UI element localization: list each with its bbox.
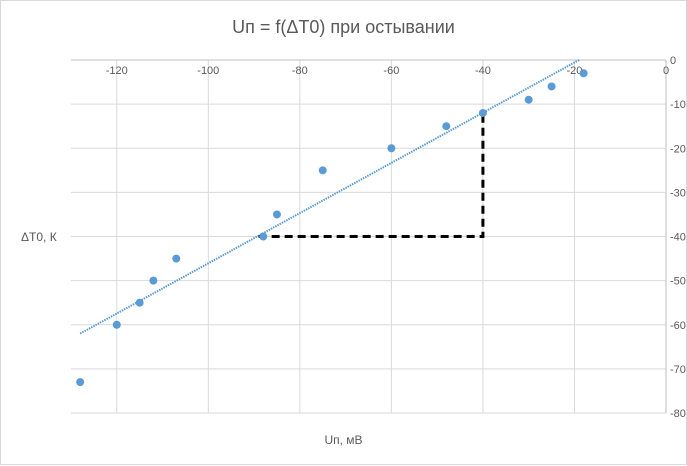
data-point bbox=[272, 210, 281, 219]
y-tick-label: -40 bbox=[670, 232, 686, 244]
x-tick-label: -100 bbox=[197, 65, 219, 77]
y-tick-label: -60 bbox=[670, 320, 686, 332]
data-point bbox=[149, 276, 158, 285]
data-point bbox=[387, 144, 396, 153]
x-tick-label: 0 bbox=[663, 65, 669, 77]
data-point bbox=[135, 298, 144, 307]
data-point bbox=[524, 95, 533, 104]
x-tick-label: -120 bbox=[106, 65, 128, 77]
data-point bbox=[259, 232, 268, 241]
x-axis-label: Uп, мВ bbox=[324, 433, 363, 447]
y-tick-label: -30 bbox=[670, 187, 686, 199]
x-tick-label: -80 bbox=[292, 65, 308, 77]
y-axis-label: ΔT0, К bbox=[21, 230, 57, 244]
y-tick-label: -70 bbox=[670, 364, 686, 376]
data-point bbox=[478, 108, 487, 117]
x-tick-label: -60 bbox=[383, 65, 399, 77]
data-point bbox=[172, 254, 181, 263]
trendline bbox=[79, 59, 580, 335]
data-point bbox=[442, 122, 451, 131]
y-tick-label: -10 bbox=[670, 99, 686, 111]
y-tick-label: 0 bbox=[670, 55, 676, 67]
guide-line bbox=[258, 112, 485, 238]
data-point bbox=[318, 166, 327, 175]
y-tick-label: -80 bbox=[670, 408, 686, 420]
y-tick-label: -50 bbox=[670, 276, 686, 288]
data-point bbox=[112, 320, 121, 329]
data-point bbox=[547, 82, 556, 91]
data-point bbox=[579, 69, 588, 78]
x-tick-label: -20 bbox=[567, 65, 583, 77]
y-tick-label: -20 bbox=[670, 143, 686, 155]
data-point bbox=[76, 378, 85, 387]
chart-title: Uп = f(ΔT0) при остывании bbox=[232, 17, 455, 37]
x-tick-label: -40 bbox=[475, 65, 491, 77]
